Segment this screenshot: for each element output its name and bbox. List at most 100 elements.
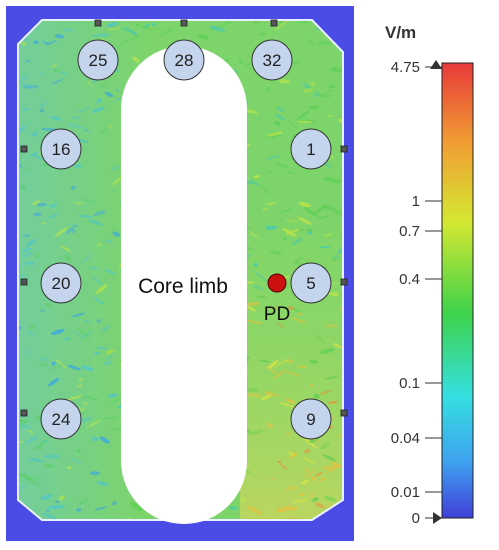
field-texture-streak (319, 246, 331, 249)
field-texture-streak (324, 324, 339, 328)
field-texture-streak (330, 461, 341, 468)
field-texture-streak (108, 124, 113, 129)
field-texture-streak (246, 301, 260, 307)
field-texture-streak (274, 358, 290, 368)
field-texture-streak (78, 377, 84, 382)
field-texture-streak (70, 457, 83, 465)
sensor-24: 24 (40, 398, 82, 440)
field-texture-streak (151, 22, 157, 27)
field-texture-streak (24, 261, 36, 266)
field-texture-streak (302, 82, 311, 90)
field-texture-streak (324, 495, 337, 502)
field-texture-streak (286, 170, 296, 175)
field-texture-streak (262, 207, 268, 212)
field-texture-streak (76, 327, 91, 338)
field-texture-streak (18, 126, 26, 134)
field-texture-streak (217, 21, 232, 28)
field-texture-streak (209, 25, 225, 32)
field-texture-streak (70, 312, 86, 318)
field-texture-streak (76, 499, 88, 506)
field-texture-streak (273, 20, 289, 32)
field-texture-streak (319, 390, 332, 395)
field-texture-streak (131, 35, 141, 40)
field-texture-streak (130, 502, 143, 512)
field-texture-streak (301, 456, 316, 464)
field-texture-streak (310, 494, 315, 498)
field-texture-streak (71, 331, 81, 336)
field-texture-streak (268, 423, 273, 429)
field-texture-streak (96, 481, 109, 487)
sensor-16: 16 (40, 128, 82, 170)
field-texture-streak (330, 66, 337, 72)
field-texture-streak (317, 41, 332, 45)
field-texture-streak (319, 477, 327, 482)
field-texture-streak (229, 506, 238, 511)
field-texture-streak (301, 479, 310, 485)
field-texture-streak (278, 79, 290, 84)
field-texture-streak (71, 224, 79, 227)
field-texture-streak (296, 120, 313, 124)
field-texture-streak (18, 80, 30, 88)
field-texture-streak (276, 107, 285, 112)
field-texture-streak (100, 326, 111, 332)
field-texture-streak (104, 354, 114, 362)
field-texture-streak (282, 236, 287, 241)
colorbar-tick-label: 0.7 (399, 223, 420, 240)
field-texture-streak (253, 175, 260, 179)
field-texture-streak (273, 369, 287, 380)
colorbar-tick-label: 0.04 (391, 430, 420, 447)
field-texture-streak (292, 499, 308, 504)
field-texture-streak (328, 425, 333, 429)
field-texture-streak (44, 509, 50, 512)
field-texture-streak (39, 108, 45, 113)
sensor-32: 32 (251, 39, 293, 81)
pd-source-marker (267, 273, 287, 293)
field-texture-streak (67, 395, 83, 400)
colorbar-unit-label: V/m (385, 23, 416, 42)
sensor-28: 28 (163, 39, 205, 81)
field-texture-streak (296, 312, 303, 316)
sensor-32-label: 32 (263, 51, 282, 70)
field-texture-streak (21, 76, 27, 79)
field-texture-streak (91, 106, 105, 113)
colorbar-tick-label: 0.1 (399, 375, 420, 392)
field-texture-streak (329, 281, 341, 284)
field-texture-streak (44, 303, 53, 307)
field-texture-streak (93, 351, 101, 355)
field-texture-streak (64, 254, 72, 261)
field-texture-streak (18, 441, 24, 444)
field-texture-streak (107, 393, 118, 398)
core-limb (121, 46, 247, 524)
field-texture-streak (34, 252, 41, 258)
field-texture-streak (277, 461, 282, 464)
field-texture-streak (52, 68, 61, 73)
field-texture-streak (66, 465, 72, 470)
field-texture-streak (86, 81, 95, 87)
field-texture-streak (338, 307, 343, 317)
field-texture-streak (126, 516, 134, 520)
field-texture-streak (313, 393, 320, 399)
sensor-1-label: 1 (306, 140, 315, 159)
field-texture-streak (112, 231, 120, 237)
field-texture-streak (83, 396, 100, 401)
field-texture-streak (313, 91, 320, 98)
field-texture-streak (285, 228, 300, 235)
field-texture-streak (49, 115, 62, 121)
field-texture-streak (288, 120, 298, 129)
field-texture-streak (102, 361, 112, 366)
field-texture-streak (22, 252, 34, 258)
field-texture-streak (289, 316, 307, 324)
field-texture-streak (317, 93, 332, 98)
field-texture-streak (51, 361, 56, 366)
field-texture-streak (121, 26, 129, 32)
field-texture-streak (264, 225, 278, 230)
field-texture-streak (323, 233, 333, 237)
field-texture-streak (310, 81, 316, 87)
sensor-16-label: 16 (52, 140, 71, 159)
field-texture-streak (94, 100, 103, 106)
field-texture-streak (299, 201, 311, 208)
field-texture-streak (240, 497, 245, 502)
field-texture-streak (304, 206, 319, 218)
field-texture-streak (264, 391, 271, 396)
